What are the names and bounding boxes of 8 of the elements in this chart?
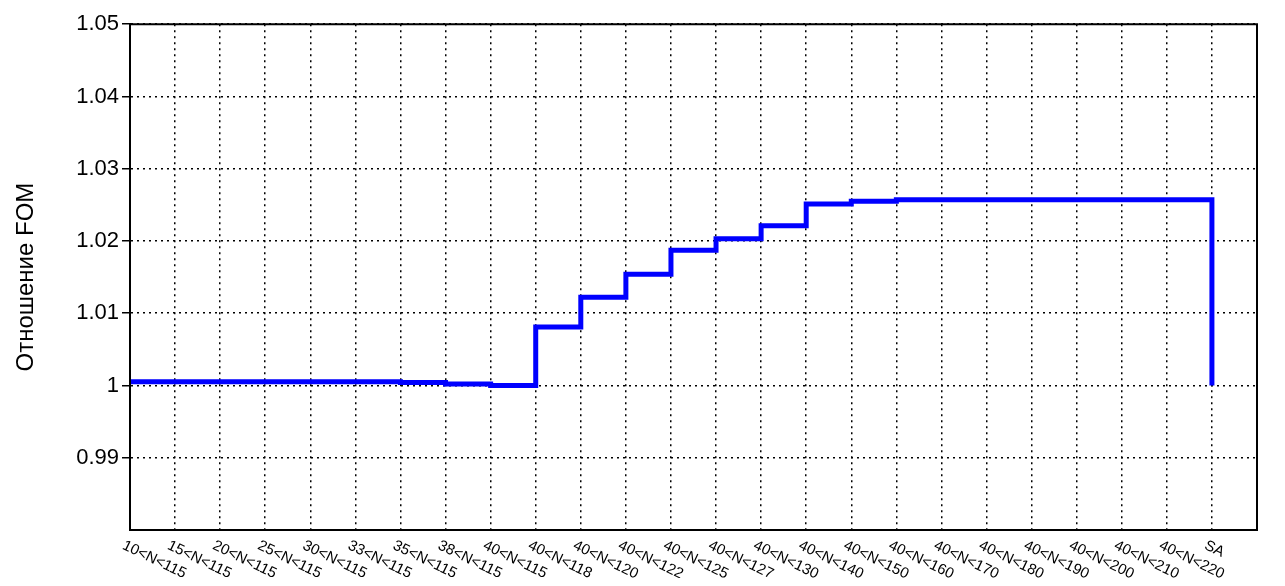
y-axis-title: Отношение FOM bbox=[11, 182, 39, 372]
y-tick-label: 0.99 bbox=[76, 443, 119, 469]
y-tick-label: 1.02 bbox=[76, 227, 119, 253]
y-tick-label: 1.04 bbox=[76, 82, 119, 108]
y-tick-label: 1.05 bbox=[76, 10, 119, 36]
y-tick-label: 1.03 bbox=[76, 154, 119, 180]
y-tick-label: 1.01 bbox=[76, 299, 119, 325]
y-tick-label: 1 bbox=[106, 371, 119, 397]
